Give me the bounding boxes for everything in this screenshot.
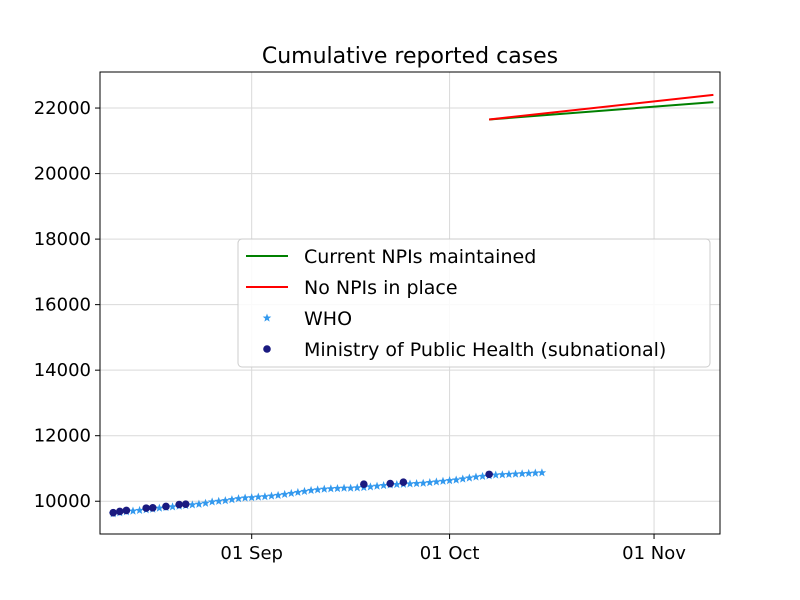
who-point: [313, 485, 322, 494]
who-point: [326, 484, 336, 493]
x-tick-label: 01 Oct: [420, 543, 480, 564]
y-tick-label: 10000: [34, 491, 91, 512]
who-point: [504, 469, 514, 479]
x-tick-label: 01 Sep: [220, 543, 283, 564]
y-tick-label: 14000: [34, 360, 91, 381]
who-point: [333, 483, 342, 493]
who-point: [280, 489, 289, 498]
who-point: [445, 476, 454, 485]
who-point: [287, 488, 296, 498]
who-point: [254, 492, 263, 501]
who-point: [432, 477, 441, 486]
ministry-point: [115, 507, 124, 516]
who-point: [300, 486, 309, 496]
who-point: [260, 492, 270, 501]
who-point: [491, 470, 501, 479]
who-point: [418, 478, 428, 487]
who-point: [478, 471, 487, 480]
y-tick-label: 22000: [34, 98, 91, 119]
who-point: [531, 468, 540, 477]
legend-label: Ministry of Public Health (subnational): [304, 339, 666, 361]
who-point: [306, 485, 316, 495]
who-point: [234, 494, 243, 503]
legend-swatch-who: [262, 313, 272, 322]
current-npis-line: [489, 101, 714, 121]
ministry-point: [162, 502, 170, 511]
plot-frame: [99, 71, 721, 535]
chart-title: Cumulative reported cases: [262, 44, 558, 69]
who-point: [451, 475, 461, 484]
who-point: [458, 474, 468, 483]
who-point: [511, 469, 520, 478]
who-point: [366, 482, 375, 491]
who-point: [221, 496, 230, 505]
y-tick-label: 20000: [34, 164, 91, 185]
who-point: [207, 497, 217, 506]
who-point: [214, 496, 223, 505]
who-point: [405, 479, 415, 488]
series-layer: [108, 93, 714, 518]
who-point: [379, 481, 388, 490]
who-point: [517, 469, 527, 478]
legend-swatch-ministry: [263, 345, 271, 353]
ministry-point: [360, 480, 368, 488]
ministry-point: [122, 506, 131, 515]
who-point: [168, 502, 177, 511]
who-point: [346, 483, 355, 492]
y-tick-label: 12000: [34, 426, 91, 447]
ministry-point: [399, 478, 408, 487]
who-point: [438, 476, 448, 485]
who-point: [227, 495, 237, 504]
who-point: [155, 503, 164, 512]
legend-label: No NPIs in place: [304, 277, 458, 299]
who-point: [392, 480, 402, 489]
who-point: [267, 491, 276, 500]
who-point: [240, 493, 250, 502]
who-point: [498, 470, 507, 479]
y-tick-label: 16000: [34, 295, 91, 316]
who-point: [537, 468, 547, 477]
ministry-point: [181, 500, 190, 508]
who-point: [425, 478, 435, 487]
no-npis-line: [488, 93, 714, 121]
who-point: [372, 481, 382, 490]
who-point: [128, 506, 138, 515]
who-point: [319, 484, 329, 493]
who-point: [273, 490, 283, 499]
legend: Current NPIs maintained No NPIs in place W…: [237, 238, 711, 368]
who-point: [412, 479, 421, 488]
who-point: [188, 500, 197, 509]
x-tick-label: 01 Nov: [622, 543, 686, 564]
who-point: [339, 483, 349, 492]
y-tick-label: 18000: [34, 229, 91, 250]
who-point: [247, 493, 256, 502]
who-point: [471, 472, 481, 481]
ministry-point: [485, 470, 493, 479]
who-point: [465, 473, 474, 482]
who-point: [194, 499, 204, 508]
legend-box: [237, 238, 711, 368]
who-point: [135, 505, 144, 515]
legend-label: Current NPIs maintained: [304, 246, 536, 268]
ministry-point: [148, 503, 157, 512]
legend-label: WHO: [304, 308, 352, 330]
who-point: [524, 468, 533, 478]
ministry-point: [142, 504, 150, 512]
ministry-point: [386, 479, 395, 488]
ministry-point: [175, 500, 183, 509]
who-point: [201, 498, 210, 507]
ministry-point: [109, 508, 117, 517]
who-point: [293, 487, 303, 497]
axis-layer: 10000 12000 14000 16000 18000 20000 22000 01 Se…: [34, 98, 687, 564]
who-point: [352, 483, 362, 492]
